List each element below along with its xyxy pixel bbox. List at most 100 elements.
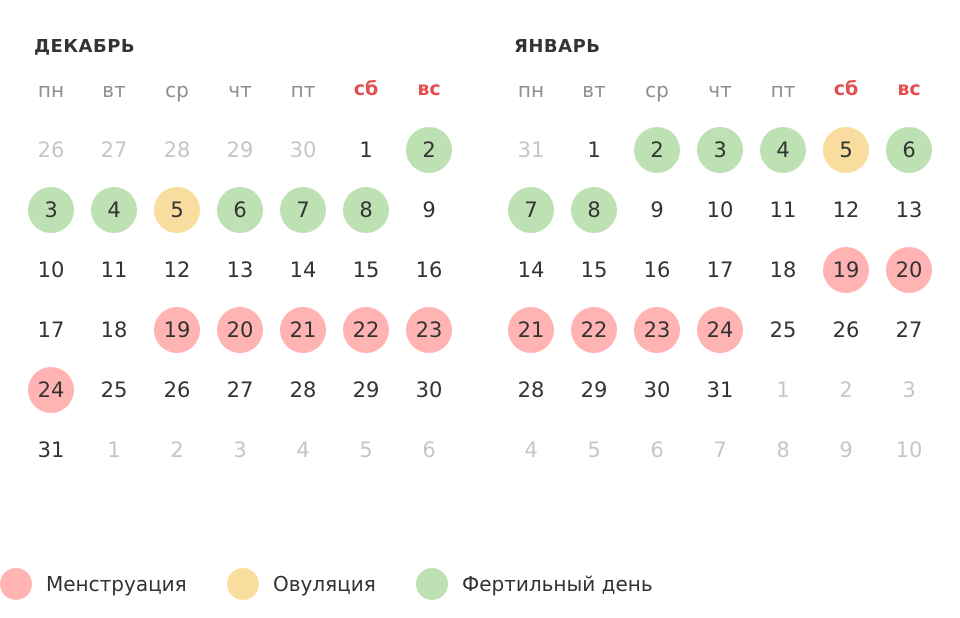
day[interactable]: 29 <box>352 378 380 402</box>
day[interactable]: 18 <box>769 258 797 282</box>
day[interactable]: 13 <box>226 258 254 282</box>
weekday-label: вт <box>102 78 126 102</box>
day-menstruation[interactable]: 21 <box>508 307 554 353</box>
day[interactable]: 15 <box>352 258 380 282</box>
day-other-month[interactable]: 8 <box>776 438 790 462</box>
day-other-month[interactable]: 27 <box>100 138 128 162</box>
weekday-label: вс <box>897 78 921 100</box>
day-menstruation[interactable]: 20 <box>886 247 932 293</box>
legend-item-ovulation: Овуляция <box>227 566 376 602</box>
day[interactable]: 26 <box>163 378 191 402</box>
fertile-dot-icon <box>416 568 448 600</box>
day[interactable]: 28 <box>289 378 317 402</box>
day[interactable]: 31 <box>37 438 65 462</box>
day[interactable]: 25 <box>100 378 128 402</box>
legend-label: Овуляция <box>273 572 376 596</box>
legend-label: Фертильный день <box>462 572 653 596</box>
day-other-month[interactable]: 26 <box>37 138 65 162</box>
weekday-label: пт <box>290 78 316 102</box>
day[interactable]: 28 <box>517 378 545 402</box>
day-fertile[interactable]: 2 <box>406 127 452 173</box>
day[interactable]: 27 <box>226 378 254 402</box>
day[interactable]: 13 <box>895 198 923 222</box>
day-fertile[interactable]: 8 <box>571 187 617 233</box>
day-other-month[interactable]: 31 <box>517 138 545 162</box>
weekday-label: ср <box>645 78 669 102</box>
day[interactable]: 17 <box>37 318 65 342</box>
day[interactable]: 11 <box>769 198 797 222</box>
day[interactable]: 26 <box>832 318 860 342</box>
day[interactable]: 1 <box>359 138 373 162</box>
day-menstruation[interactable]: 20 <box>217 307 263 353</box>
day-other-month[interactable]: 5 <box>587 438 601 462</box>
day-fertile[interactable]: 6 <box>217 187 263 233</box>
month-title: ДЕКАБРЬ <box>34 36 136 57</box>
day-fertile[interactable]: 6 <box>886 127 932 173</box>
day-other-month[interactable]: 1 <box>107 438 121 462</box>
day-menstruation[interactable]: 22 <box>571 307 617 353</box>
day[interactable]: 15 <box>580 258 608 282</box>
menstruation-dot-icon <box>0 568 32 600</box>
day-other-month[interactable]: 4 <box>524 438 538 462</box>
day-other-month[interactable]: 28 <box>163 138 191 162</box>
day[interactable]: 10 <box>37 258 65 282</box>
day[interactable]: 14 <box>289 258 317 282</box>
day-menstruation[interactable]: 23 <box>634 307 680 353</box>
day-menstruation[interactable]: 19 <box>154 307 200 353</box>
day-menstruation[interactable]: 21 <box>280 307 326 353</box>
month-title: ЯНВАРЬ <box>514 36 601 57</box>
day[interactable]: 30 <box>643 378 671 402</box>
day-other-month[interactable]: 1 <box>776 378 790 402</box>
day[interactable]: 12 <box>832 198 860 222</box>
day-other-month[interactable]: 9 <box>839 438 853 462</box>
day-fertile[interactable]: 8 <box>343 187 389 233</box>
day[interactable]: 31 <box>706 378 734 402</box>
weekday-label: ср <box>165 78 189 102</box>
day-other-month[interactable]: 2 <box>170 438 184 462</box>
day-other-month[interactable]: 29 <box>226 138 254 162</box>
weekday-label: вс <box>417 78 441 100</box>
day-menstruation[interactable]: 24 <box>697 307 743 353</box>
day-menstruation[interactable]: 23 <box>406 307 452 353</box>
day[interactable]: 9 <box>422 198 436 222</box>
day-fertile[interactable]: 7 <box>280 187 326 233</box>
weekday-label: вт <box>582 78 606 102</box>
day-other-month[interactable]: 7 <box>713 438 727 462</box>
day-ovulation[interactable]: 5 <box>154 187 200 233</box>
day[interactable]: 27 <box>895 318 923 342</box>
day[interactable]: 16 <box>643 258 671 282</box>
day-other-month[interactable]: 2 <box>839 378 853 402</box>
day-fertile[interactable]: 3 <box>697 127 743 173</box>
day[interactable]: 11 <box>100 258 128 282</box>
day-menstruation[interactable]: 19 <box>823 247 869 293</box>
day-fertile[interactable]: 2 <box>634 127 680 173</box>
day-fertile[interactable]: 3 <box>28 187 74 233</box>
legend-item-menstruation: Менструация <box>0 566 187 602</box>
weekday-label: пн <box>37 78 65 102</box>
day-other-month[interactable]: 4 <box>296 438 310 462</box>
day-other-month[interactable]: 3 <box>233 438 247 462</box>
day-other-month[interactable]: 6 <box>650 438 664 462</box>
day[interactable]: 9 <box>650 198 664 222</box>
day[interactable]: 25 <box>769 318 797 342</box>
day-other-month[interactable]: 30 <box>289 138 317 162</box>
day[interactable]: 10 <box>706 198 734 222</box>
day-fertile[interactable]: 4 <box>760 127 806 173</box>
day-ovulation[interactable]: 5 <box>823 127 869 173</box>
day[interactable]: 30 <box>415 378 443 402</box>
day-menstruation[interactable]: 22 <box>343 307 389 353</box>
day-fertile[interactable]: 7 <box>508 187 554 233</box>
day[interactable]: 12 <box>163 258 191 282</box>
day-menstruation[interactable]: 24 <box>28 367 74 413</box>
day-other-month[interactable]: 3 <box>902 378 916 402</box>
day[interactable]: 16 <box>415 258 443 282</box>
day-other-month[interactable]: 10 <box>895 438 923 462</box>
day-fertile[interactable]: 4 <box>91 187 137 233</box>
day[interactable]: 29 <box>580 378 608 402</box>
day-other-month[interactable]: 6 <box>422 438 436 462</box>
day[interactable]: 17 <box>706 258 734 282</box>
day-other-month[interactable]: 5 <box>359 438 373 462</box>
day[interactable]: 18 <box>100 318 128 342</box>
day[interactable]: 1 <box>587 138 601 162</box>
day[interactable]: 14 <box>517 258 545 282</box>
